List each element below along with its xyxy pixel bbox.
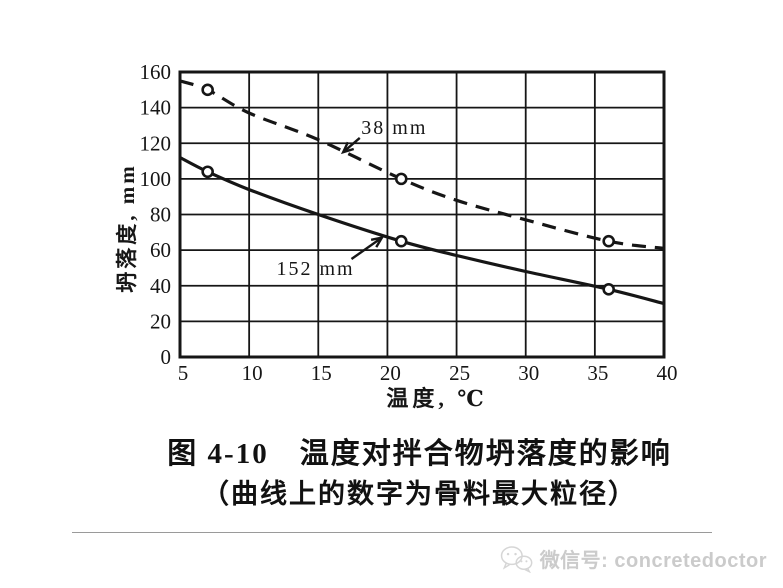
y-tick-labels: 0 20 40 60 80 100 120 140 160: [140, 60, 172, 369]
svg-text:120: 120: [140, 131, 172, 155]
chart-canvas: 0 20 40 60 80 100 120 140 160 5 10 15 20 25 30 35 40 38 m…: [140, 60, 678, 385]
annotation-arrow: [350, 236, 383, 261]
curve-38mm: [179, 79, 665, 250]
svg-text:15: 15: [311, 361, 332, 385]
curve-label: 38 mm: [361, 117, 427, 139]
x-tick-labels: 5 10 15 20 25 30 35 40: [178, 361, 678, 385]
watermark: 微信号: concretedoctor: [499, 544, 767, 573]
footer-divider: [72, 532, 712, 533]
y-axis-title: 坍落度, mm: [115, 163, 139, 293]
watermark-text: 微信号: concretedoctor: [539, 550, 767, 572]
annotation-arrow: [342, 136, 361, 154]
curve-label: 152 mm: [276, 258, 354, 280]
svg-text:100: 100: [140, 167, 172, 191]
svg-text:20: 20: [380, 361, 401, 385]
svg-text:0: 0: [161, 345, 172, 369]
figure-caption: 图 4-10 温度对拌合物坍落度的影响 （曲线上的数字为骨料最大粒径）: [0, 438, 783, 510]
svg-text:20: 20: [150, 309, 171, 333]
data-point: [394, 234, 408, 248]
svg-text:35: 35: [587, 361, 608, 385]
svg-text:5: 5: [178, 361, 189, 385]
caption-line2: （曲线上的数字为骨料最大粒径）: [202, 478, 637, 509]
data-point: [602, 283, 615, 296]
slump-temperature-chart: 0 20 40 60 80 100 120 140 160 5 10 15 20 25 30 35 40 38 m…: [115, 60, 678, 411]
svg-text:40: 40: [657, 361, 678, 385]
data-point: [201, 83, 214, 97]
caption-line1: 图 4-10 温度对拌合物坍落度的影响: [167, 438, 672, 470]
svg-text:10: 10: [242, 361, 263, 385]
x-axis-title: 温度, ℃: [386, 386, 488, 411]
svg-text:80: 80: [150, 203, 171, 227]
svg-text:60: 60: [150, 238, 171, 262]
annotation-arrowhead: [370, 235, 385, 248]
svg-text:140: 140: [140, 96, 172, 120]
data-point: [394, 172, 408, 186]
svg-text:160: 160: [140, 60, 172, 84]
annotation-arrowhead: [340, 141, 355, 155]
data-point: [201, 165, 214, 179]
svg-text:40: 40: [150, 274, 171, 298]
wechat-icon: [500, 545, 533, 573]
data-point: [602, 234, 615, 248]
svg-text:30: 30: [518, 361, 539, 385]
plot-border: [178, 70, 666, 359]
svg-text:25: 25: [449, 361, 470, 385]
